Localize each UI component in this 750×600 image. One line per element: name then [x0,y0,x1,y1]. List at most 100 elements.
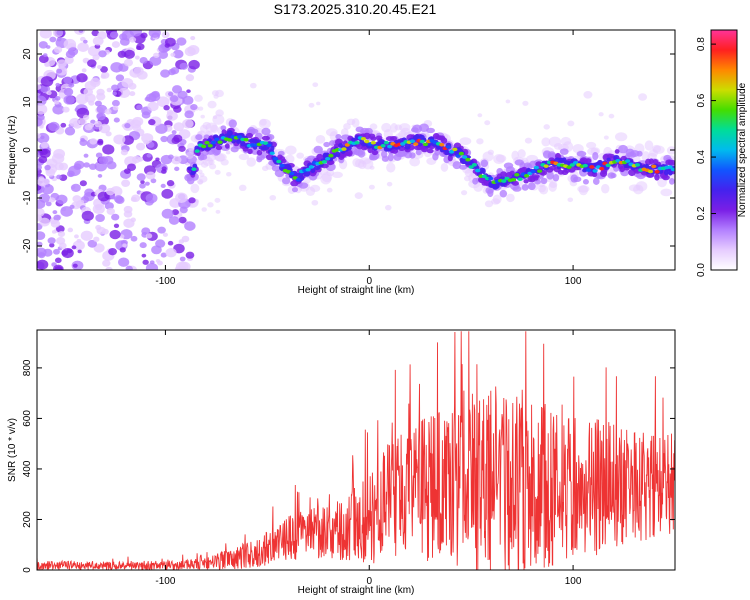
ridge-core [201,144,207,149]
ridge-blob [654,173,660,181]
ridge-blob [281,158,287,164]
noise-blob [129,91,136,97]
noise-blob [226,171,232,177]
noise-blob [39,148,51,158]
noise-blob [105,131,112,137]
noise-blob [188,197,196,204]
noise-blob [109,229,121,240]
ridge-core [422,142,429,147]
noise-blob [37,95,47,107]
noise-blob [119,33,128,41]
ridge-blob [185,151,194,160]
ridge-blob [610,172,617,179]
ridge-blob [316,153,324,161]
noise-blob [72,195,82,203]
noise-blob [386,181,393,187]
noise-blob [118,87,131,98]
noise-blob [83,153,89,158]
noise-blob [522,100,529,106]
noise-blob [157,50,169,59]
ridge-blob [357,149,366,158]
ridge-blob [661,174,670,181]
snr-y-tick-label: 400 [22,460,33,477]
ridge-blob [409,152,416,159]
ridge-blob [258,118,271,129]
noise-blob [145,263,159,270]
noise-blob [567,120,575,127]
ridge-core [599,166,605,171]
ridge-core [468,165,474,169]
ridge-core [448,150,455,154]
ridge-blob [390,123,398,133]
noise-blob [57,230,66,238]
noise-blob [170,52,176,57]
noise-blob [119,247,126,253]
ridge-blob [245,132,253,139]
snr-y-tick-label: 800 [22,359,33,376]
noise-blob [139,242,147,249]
noise-blob [157,226,166,234]
noise-blob [110,62,123,73]
ridge-blob [668,177,675,185]
noise-blob [115,74,125,82]
noise-blob [40,76,54,87]
noise-blob [69,204,75,209]
ridge-core [569,163,575,167]
ridge-blob [329,131,339,142]
ridge-blob [652,145,665,155]
ridge-blob [521,184,529,191]
noise-blob [354,192,363,200]
ridge-core [533,165,539,170]
noise-blob [312,82,319,88]
ridge-blob [321,171,333,183]
ridge-blob [592,151,599,161]
ridge-core [269,151,275,156]
noise-blob [316,101,321,106]
ridge-blob [310,168,316,174]
noise-blob [77,249,82,254]
ridge-core [651,164,657,169]
noise-blob [49,36,57,43]
noise-blob [160,252,167,258]
ridge-core [566,165,572,170]
ridge-core [517,177,523,181]
noise-blob [140,180,145,184]
noise-blob [155,123,168,134]
noise-blob [83,162,90,168]
ridge-core [445,145,451,149]
noise-blob [145,233,153,239]
noise-blob [269,194,277,201]
snr-y-tick-label: 600 [22,410,33,427]
noise-blob [96,104,108,114]
noise-blob [132,124,142,132]
noise-blob [190,35,196,41]
noise-blob [37,104,48,115]
noise-blob [171,85,183,94]
ridge-blob [517,149,526,159]
noise-blob [53,99,60,105]
noise-blob [97,140,104,146]
noise-blob [87,59,97,68]
ridge-blob [415,148,422,156]
ridge-core [475,168,481,173]
spectrogram-y-tick-label: -20 [22,238,33,253]
ridge-core [194,149,200,153]
ridge-blob [539,185,549,195]
noise-blob [124,49,135,59]
ridge-blob [240,140,246,147]
ridge-blob [226,130,233,136]
noise-blob [120,149,128,156]
noise-blob [53,264,64,270]
noise-blob [87,239,97,248]
noise-blob [47,237,56,245]
ridge-blob [215,145,223,151]
ridge-core [387,144,393,149]
noise-blob [326,187,333,193]
noise-blob [161,188,174,199]
noise-blob [56,194,68,205]
noise-blob [311,199,319,206]
noise-blob [476,138,484,145]
noise-blob [108,248,117,256]
noise-blob [214,169,221,175]
noise-blob [37,231,46,241]
